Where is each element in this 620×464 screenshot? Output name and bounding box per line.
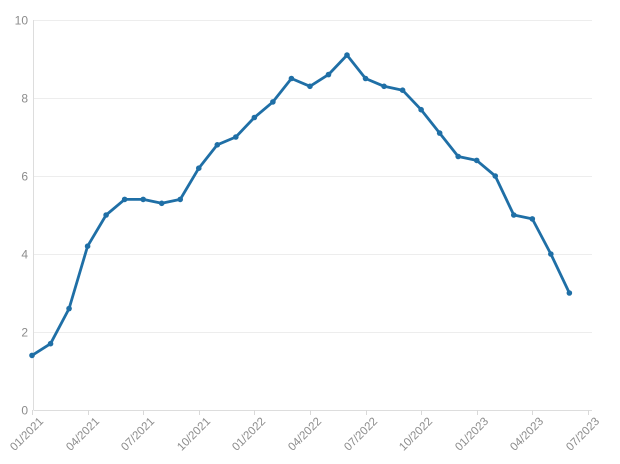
x-tick-label: 07/2022 [342,416,380,454]
y-tick-label: 0 [21,404,28,418]
data-point [362,75,369,82]
data-point [177,196,184,203]
data-point [47,340,54,347]
data-point [29,352,35,359]
data-point [344,52,350,58]
x-tick-label: 10/2021 [175,416,213,454]
data-point [418,106,424,113]
data-point [381,83,387,90]
y-tick-label: 2 [21,326,28,340]
data-point [140,196,146,203]
x-tick-label: 01/2021 [8,416,46,454]
x-tick-label: 07/2021 [119,416,157,454]
data-point [436,130,443,136]
series-line [30,53,571,357]
data-point [270,99,276,105]
data-point [233,134,239,140]
data-point [566,290,573,296]
data-point [492,173,499,179]
data-point [455,153,461,160]
data-point [399,87,406,93]
y-tick-label: 6 [21,170,28,184]
data-point [529,216,536,222]
data-point [121,196,128,203]
y-tick-label: 8 [21,92,28,106]
x-tick-label: 04/2023 [508,416,546,454]
x-tick-label: 10/2022 [397,416,435,454]
data-point [158,200,165,207]
x-tick-label: 01/2022 [230,416,268,454]
data-point [214,142,221,148]
data-point [548,251,554,257]
x-tick-label: 07/2023 [564,416,602,454]
data-point [84,243,91,249]
data-point [307,83,313,90]
data-point [103,212,109,218]
x-tick-label: 04/2021 [64,416,102,454]
data-point [325,71,332,78]
data-point [66,305,72,312]
data-point [195,165,202,171]
y-tick-label: 4 [21,248,28,262]
data-point [510,212,517,218]
y-tick-label: 10 [15,14,29,28]
data-point [473,157,480,164]
x-tick-label: 01/2023 [453,416,491,454]
data-point [251,114,258,121]
x-tick-label: 04/2022 [286,416,324,454]
data-point [288,75,295,82]
